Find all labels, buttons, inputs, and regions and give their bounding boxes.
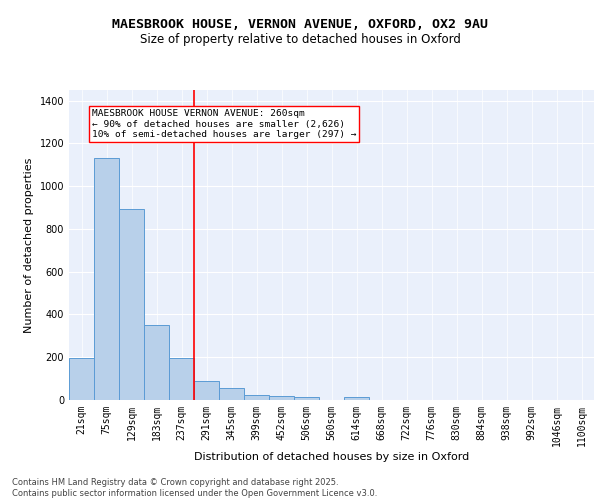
Bar	[344, 397, 369, 400]
X-axis label: Distribution of detached houses by size in Oxford: Distribution of detached houses by size …	[194, 452, 469, 462]
Text: MAESBROOK HOUSE, VERNON AVENUE, OXFORD, OX2 9AU: MAESBROOK HOUSE, VERNON AVENUE, OXFORD, …	[112, 18, 488, 30]
Bar	[69, 358, 94, 400]
Bar	[119, 208, 144, 400]
Bar	[244, 396, 269, 400]
Text: Contains HM Land Registry data © Crown copyright and database right 2025.
Contai: Contains HM Land Registry data © Crown c…	[12, 478, 377, 498]
Text: MAESBROOK HOUSE VERNON AVENUE: 260sqm
← 90% of detached houses are smaller (2,62: MAESBROOK HOUSE VERNON AVENUE: 260sqm ← …	[91, 109, 356, 139]
Bar	[219, 388, 244, 400]
Bar	[269, 396, 294, 400]
Bar	[144, 325, 169, 400]
Y-axis label: Number of detached properties: Number of detached properties	[24, 158, 34, 332]
Text: Size of property relative to detached houses in Oxford: Size of property relative to detached ho…	[140, 32, 460, 46]
Bar	[194, 381, 219, 400]
Bar	[94, 158, 119, 400]
Bar	[169, 358, 194, 400]
Bar	[294, 397, 319, 400]
